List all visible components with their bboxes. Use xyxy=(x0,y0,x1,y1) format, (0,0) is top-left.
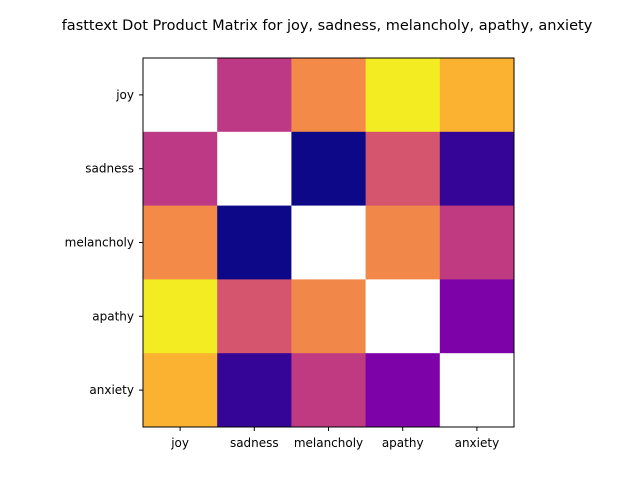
heatmap-cell-anxiety-melancholy xyxy=(291,353,367,428)
x-tick-label-anxiety: anxiety xyxy=(455,436,500,450)
heatmap-cell-melancholy-melancholy xyxy=(291,205,367,280)
chart-title: fasttext Dot Product Matrix for joy, sad… xyxy=(62,18,593,34)
x-tick-label-apathy: apathy xyxy=(382,436,424,450)
heatmap-cell-apathy-melancholy xyxy=(291,279,367,354)
heatmap-cell-joy-anxiety xyxy=(439,58,515,133)
heatmap-cell-anxiety-apathy xyxy=(365,353,441,428)
heatmap-cell-sadness-apathy xyxy=(365,131,441,207)
y-tick-label-melancholy: melancholy xyxy=(65,236,134,250)
heatmap-cell-apathy-joy xyxy=(143,279,218,354)
heatmap-cell-sadness-anxiety xyxy=(439,131,515,207)
y-tick-label-anxiety: anxiety xyxy=(89,383,134,397)
heatmap-cell-joy-joy xyxy=(143,58,218,133)
y-tick-label-apathy: apathy xyxy=(92,309,134,323)
heatmap-cell-joy-apathy xyxy=(365,58,441,133)
heatmap-cell-sadness-joy xyxy=(143,131,218,207)
y-tick-label-sadness: sadness xyxy=(85,162,134,176)
x-axis: joy sadness melancholy apathy anxiety xyxy=(170,427,499,450)
heatmap-cell-melancholy-anxiety xyxy=(439,205,515,280)
heatmap-cell-sadness-melancholy xyxy=(291,131,367,207)
heatmap-cell-anxiety-anxiety xyxy=(439,353,515,428)
x-tick-label-joy: joy xyxy=(170,436,189,450)
heatmap-cell-melancholy-joy xyxy=(143,205,218,280)
heatmap-cell-anxiety-sadness xyxy=(217,353,292,428)
heatmap-cell-apathy-sadness xyxy=(217,279,292,354)
heatmap-cell-apathy-apathy xyxy=(365,279,441,354)
heatmap-cell-joy-sadness xyxy=(217,58,292,133)
heatmap-cell-melancholy-sadness xyxy=(217,205,292,280)
x-tick-label-sadness: sadness xyxy=(230,436,279,450)
heatmap-cells xyxy=(143,58,515,428)
y-axis: joy sadness melancholy apathy anxiety xyxy=(65,88,143,397)
heatmap-cell-joy-melancholy xyxy=(291,58,367,133)
heatmap-cell-sadness-sadness xyxy=(217,131,292,207)
heatmap-cell-apathy-anxiety xyxy=(439,279,515,354)
y-tick-label-joy: joy xyxy=(115,88,134,102)
x-tick-label-melancholy: melancholy xyxy=(294,436,363,450)
heatmap-cell-anxiety-joy xyxy=(143,353,218,428)
heatmap-cell-melancholy-apathy xyxy=(365,205,441,280)
